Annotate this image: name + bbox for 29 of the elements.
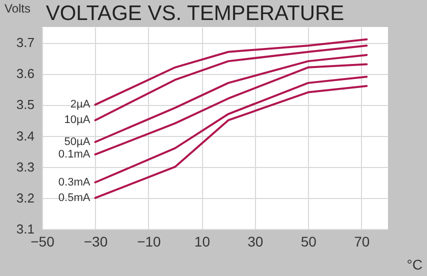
y-tick-label: 3.7	[16, 35, 34, 50]
x-tick-label: −30	[84, 234, 108, 250]
x-tick-label: −50	[30, 234, 55, 250]
y-axis-title: Volts	[4, 2, 31, 16]
y-tick-label: 3.1	[16, 222, 34, 236]
series-label: 0.3mA	[58, 176, 91, 188]
x-tick-label: −10	[137, 234, 162, 250]
line-series	[94, 54, 368, 143]
line-series	[94, 63, 368, 156]
chart-title: VOLTAGE VS. TEMPERATURE	[46, 2, 344, 25]
y-tick-label: 3.2	[16, 190, 34, 206]
series-label: 0.1mA	[58, 148, 91, 160]
x-axis-title: °C	[406, 256, 422, 272]
series-label: 0.5mA	[58, 192, 91, 204]
x-tick-label: 10	[194, 234, 210, 250]
x-tick-label: 30	[248, 234, 264, 250]
y-tick-label: 3.3	[16, 159, 34, 174]
y-tick-label: 3.4	[16, 128, 34, 144]
x-tick-label: 50	[300, 234, 317, 250]
line-series	[94, 44, 368, 122]
series-label: 2µA	[70, 98, 91, 111]
x-tick-label: 70	[354, 234, 370, 250]
series-label: 50µA	[64, 136, 91, 148]
y-tick-label: 3.6	[16, 66, 34, 82]
line-series	[94, 85, 368, 199]
line-series	[94, 38, 368, 106]
series-label: 10µA	[64, 114, 91, 126]
y-tick-label: 3.5	[16, 97, 34, 112]
line-series	[94, 76, 368, 184]
